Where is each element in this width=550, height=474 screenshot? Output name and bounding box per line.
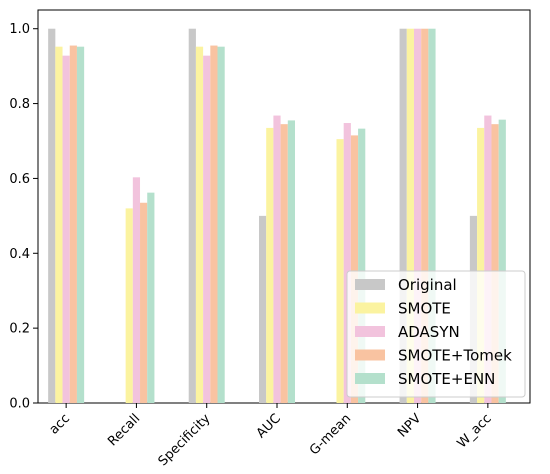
bar-smote-w-acc: [477, 127, 485, 404]
bar-smote-enn-npv: [428, 28, 436, 404]
bar-adasyn-w-acc: [484, 115, 492, 404]
x-tick-label-acc: acc: [47, 411, 73, 437]
bar-smote-enn-specificity: [217, 46, 225, 404]
legend-label-smote-tomek: SMOTE+Tomek: [398, 347, 512, 365]
bar-smote-g-mean: [336, 139, 344, 403]
x-tick-label-recall: Recall: [105, 411, 143, 449]
legend-box: [346, 270, 526, 398]
bar-smote-enn-auc: [287, 120, 295, 403]
bar-smote-specificity: [195, 46, 204, 404]
legend-swatch-smote: [355, 302, 385, 314]
y-tick-label: 0.6: [9, 172, 30, 187]
bar-adasyn-g-mean: [343, 123, 351, 403]
bar-smote-tomek-specificity: [210, 45, 218, 404]
bar-original-auc: [259, 215, 267, 403]
bar-smote-tomek-g-mean: [350, 135, 359, 403]
bar-adasyn-npv: [413, 28, 422, 404]
legend-swatch-smote-enn: [355, 373, 385, 384]
legend-label-smote: SMOTE: [398, 300, 451, 318]
bar-adasyn-recall: [132, 177, 141, 403]
legend-label-adasyn: ADASYN: [398, 323, 460, 341]
bar-original-specificity: [188, 28, 196, 404]
legend-swatch-smote-tomek: [355, 349, 385, 361]
bar-original-npv: [399, 28, 407, 404]
x-tick-label-specificity: Specificity: [156, 411, 214, 469]
y-tick-label: 0.4: [9, 247, 30, 262]
bar-adasyn-acc: [62, 55, 70, 403]
legend-label-original: Original: [398, 276, 457, 294]
bar-smote-auc: [266, 127, 274, 404]
bar-smote-tomek-recall: [140, 202, 148, 403]
legend-swatch-original: [355, 279, 385, 290]
y-tick-label: 1.0: [9, 22, 30, 37]
x-tick-label-npv: NPV: [395, 411, 424, 440]
bar-smote-enn-w-acc: [498, 119, 506, 404]
legend-label-smote-enn: SMOTE+ENN: [398, 370, 495, 388]
bar-adasyn-auc: [273, 115, 281, 404]
bar-smote-tomek-auc: [280, 124, 288, 403]
bar-adasyn-specificity: [203, 55, 211, 403]
y-tick-label: 0.2: [9, 322, 30, 337]
bar-original-acc: [48, 28, 56, 404]
x-tick-label-auc: AUC: [254, 411, 284, 441]
legend: Original SMOTE ADASYN SMOTE+Tomek SMOTE+ENN: [346, 270, 526, 398]
bar-smote-acc: [55, 46, 63, 404]
y-tick-label: 0.8: [9, 97, 30, 112]
legend-swatch-adasyn: [355, 326, 385, 337]
x-tick-label-g-mean: G-mean: [307, 411, 354, 458]
bar-smote-recall: [125, 208, 133, 403]
bar-smote-npv: [406, 28, 414, 404]
bar-smote-tomek-npv: [421, 28, 429, 404]
y-tick-label: 0.0: [9, 397, 30, 412]
bar-smote-enn-acc: [76, 46, 85, 404]
bars-group: [48, 28, 506, 404]
bar-smote-tomek-w-acc: [491, 124, 499, 403]
bar-smote-enn-recall: [147, 192, 155, 403]
x-tick-label-w-acc: W_acc: [455, 411, 495, 451]
bar-smote-enn-g-mean: [358, 128, 366, 403]
bar-smote-tomek-acc: [69, 45, 77, 404]
